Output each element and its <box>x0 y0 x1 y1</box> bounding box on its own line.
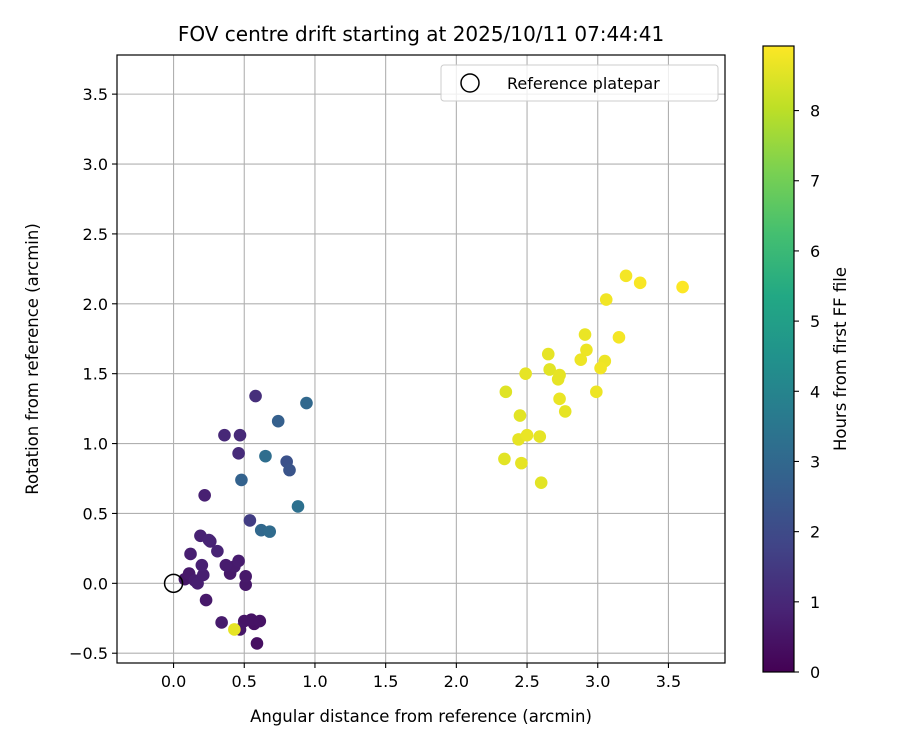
data-point <box>291 500 305 513</box>
colorbar: 0 1 2 3 4 5 6 7 8 Hours from first FF file <box>762 45 850 682</box>
data-point <box>553 368 566 382</box>
data-point <box>271 414 285 428</box>
y-tick-label: 3.5 <box>83 85 108 104</box>
x-tick-label: 0.5 <box>232 672 257 691</box>
data-point <box>249 389 262 403</box>
colorbar-ticks: 0 1 2 3 4 5 6 7 8 <box>794 102 820 682</box>
data-point <box>235 473 248 487</box>
data-point <box>215 616 228 629</box>
colorbar-tick-label: 4 <box>810 382 820 401</box>
data-point <box>199 593 213 607</box>
y-tick-label: 3.0 <box>83 155 108 174</box>
data-point <box>218 428 231 442</box>
data-point <box>574 353 588 366</box>
colorbar-tick-label: 7 <box>810 172 820 191</box>
data-point <box>233 428 247 442</box>
data-point <box>232 447 245 460</box>
x-tick-label: 3.0 <box>585 672 610 691</box>
x-tick-label: 2.0 <box>444 672 469 691</box>
colorbar-tick-label: 8 <box>810 102 820 121</box>
x-tick-label: 1.5 <box>373 672 398 691</box>
colorbar-tick-label: 6 <box>810 242 820 261</box>
data-point <box>676 280 689 294</box>
y-tick-label: 1.0 <box>83 435 108 454</box>
data-point <box>541 347 555 361</box>
plot-area-frame <box>116 54 726 664</box>
data-point <box>534 476 548 489</box>
data-point <box>499 385 513 399</box>
data-point <box>533 430 547 443</box>
colorbar-tick-label: 0 <box>810 663 820 682</box>
x-axis-label: Angular distance from reference (arcmin) <box>250 707 592 726</box>
data-point <box>612 331 626 344</box>
data-point <box>263 525 277 538</box>
colorbar-tick-label: 2 <box>810 523 820 542</box>
legend-box <box>440 64 719 102</box>
data-point <box>543 363 556 376</box>
y-axis-label: Rotation from reference (arcmin) <box>23 223 42 495</box>
x-tick-label: 2.5 <box>514 672 539 691</box>
colorbar-tick-label: 1 <box>810 593 820 612</box>
legend-reference-marker <box>460 73 480 93</box>
colorbar-gradient <box>763 46 794 672</box>
data-point <box>553 392 566 406</box>
colorbar-label: Hours from first FF file <box>831 267 850 451</box>
reference-platepar-marker <box>163 573 184 594</box>
data-point <box>259 449 272 463</box>
x-tick-label: 3.5 <box>656 672 681 691</box>
data-point <box>250 637 264 650</box>
data-point <box>633 276 647 290</box>
data-point <box>594 361 607 375</box>
data-point <box>513 409 527 422</box>
grid-lines <box>117 55 725 663</box>
data-point <box>519 367 532 380</box>
data-point <box>196 568 210 582</box>
chart-title: FOV centre drift starting at 2025/10/11 … <box>178 22 664 46</box>
data-point <box>184 547 197 561</box>
data-point <box>300 396 313 410</box>
x-axis-ticks: 0.0 0.5 1.0 1.5 2.0 2.5 3.0 3.5 <box>161 663 681 691</box>
y-tick-label: −0.5 <box>69 644 108 663</box>
data-point <box>558 405 572 418</box>
legend: Reference platepar <box>440 64 719 102</box>
data-point <box>498 452 511 466</box>
data-point <box>202 533 216 547</box>
data-point <box>211 544 224 558</box>
x-tick-label: 1.0 <box>302 672 327 691</box>
data-point <box>580 343 593 357</box>
y-tick-label: 2.5 <box>83 225 108 244</box>
data-point <box>253 614 267 628</box>
data-point <box>590 385 603 399</box>
legend-entry-reference-platepar: Reference platepar <box>507 74 660 93</box>
y-tick-label: 2.0 <box>83 295 108 314</box>
x-tick-label: 0.0 <box>161 672 186 691</box>
data-point <box>578 328 592 341</box>
data-point <box>283 463 296 477</box>
data-point <box>195 558 209 572</box>
data-point <box>219 558 233 572</box>
y-tick-label: 0.5 <box>83 504 108 523</box>
colorbar-frame <box>762 45 795 673</box>
colorbar-tick-label: 3 <box>810 452 820 471</box>
data-point <box>619 269 633 283</box>
data-point <box>232 554 245 568</box>
colorbar-tick-label: 5 <box>810 312 820 331</box>
data-point <box>599 293 613 306</box>
data-point <box>228 623 241 636</box>
y-tick-label: 0.0 <box>83 574 108 593</box>
y-tick-label: 1.5 <box>83 365 108 384</box>
data-point <box>515 456 528 470</box>
data-point <box>198 488 211 502</box>
data-point <box>243 514 257 527</box>
data-points <box>178 269 689 650</box>
data-point <box>520 428 534 442</box>
y-axis-ticks: −0.5 0.0 0.5 1.0 1.5 2.0 2.5 3.0 3.5 <box>69 85 117 663</box>
data-point <box>239 570 252 583</box>
